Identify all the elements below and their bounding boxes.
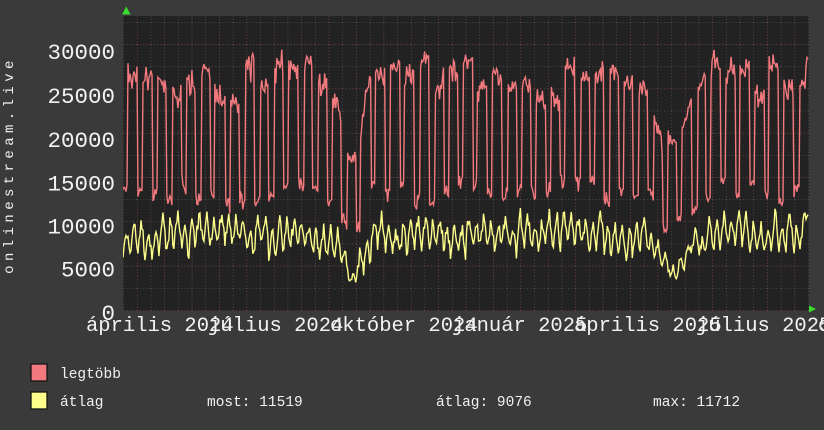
svg-text:július 2024: július 2024 [208,315,343,338]
svg-text:30000: 30000 [47,40,115,66]
svg-text:10000: 10000 [47,215,115,241]
svg-text:átlag: 9076: átlag: 9076 [436,395,532,411]
svg-text:január 2025: január 2025 [452,315,587,338]
svg-text:onlinestream.live: onlinestream.live [2,56,18,274]
svg-text:október 2025: október 2025 [818,315,824,338]
svg-text:legtöbb: legtöbb [60,367,121,383]
svg-text:átlag: átlag [60,395,104,411]
svg-text:5000: 5000 [61,258,115,284]
svg-text:július 2025: július 2025 [696,315,824,338]
svg-text:most: 11519: most: 11519 [207,395,303,411]
svg-text:15000: 15000 [47,172,115,198]
svg-text:25000: 25000 [47,84,115,110]
svg-text:max: 11712: max: 11712 [653,395,740,411]
svg-text:20000: 20000 [47,128,115,154]
